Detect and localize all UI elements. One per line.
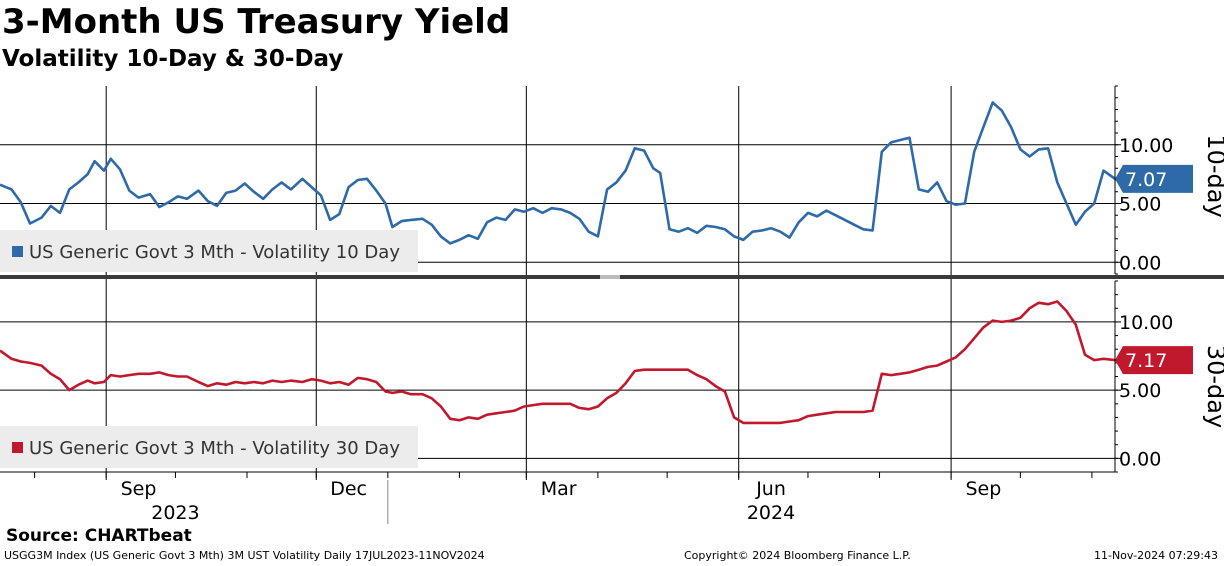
copyright: Copyright© 2024 Bloomberg Finance L.P. xyxy=(684,549,911,562)
source-note: Source: CHARTbeat xyxy=(6,526,192,546)
last-value-tag-1: 7.07 xyxy=(1115,164,1193,193)
y-tick-label-1-1: 0.00 xyxy=(1119,252,1161,274)
legend-swatch-1 xyxy=(12,246,23,257)
last-value-badge-2 xyxy=(1115,346,1193,375)
x-tick-label-5: Sep xyxy=(966,478,1002,500)
x-tick-label-3: Mar xyxy=(541,478,577,500)
panel-10-day: 0.00 5.00 10.00 7.07 US Generic Govt 3 Mth -… xyxy=(0,85,1224,275)
last-value-label-2: 7.17 xyxy=(1125,350,1167,372)
y-axis-title-2: 30-day xyxy=(1202,345,1224,428)
legend-label-1: US Generic Govt 3 Mth - Volatility 10 Da… xyxy=(29,242,400,263)
legend-1: US Generic Govt 3 Mth - Volatility 10 Da… xyxy=(0,230,418,272)
last-value-tag-2: 7.17 xyxy=(1115,346,1193,375)
chart-title: 3-Month US Treasury Yield xyxy=(2,2,511,42)
last-value-label-1: 7.07 xyxy=(1125,169,1167,191)
series-line-1 xyxy=(0,101,1116,245)
series-line-2 xyxy=(0,300,1116,425)
y-tick-label-2-3: 10.00 xyxy=(1119,312,1173,334)
y-tick-label-1-2: 5.00 xyxy=(1119,194,1161,216)
legend-2: US Generic Govt 3 Mth - Volatility 30 Da… xyxy=(0,426,418,468)
last-value-badge-1 xyxy=(1115,164,1193,193)
x-year-label-1: 2023 xyxy=(151,502,199,524)
legend-background-1 xyxy=(0,230,418,272)
index-info: USGG3M Index (US Generic Govt 3 Mth) 3M … xyxy=(4,549,485,562)
x-tick-label-2: Dec xyxy=(330,478,367,500)
legend-label-2: US Generic Govt 3 Mth - Volatility 30 Da… xyxy=(29,438,400,459)
timestamp: 11-Nov-2024 07:29:43 xyxy=(1093,549,1218,562)
panel-30-day: 0.00 5.00 10.00 7.17 US Generic Govt 3 Mth -… xyxy=(0,280,1224,473)
y-tick-label-2-1: 0.00 xyxy=(1119,448,1161,470)
x-tick-label-4: Jun xyxy=(755,478,786,500)
legend-swatch-2 xyxy=(12,442,23,453)
y-tick-label-1-3: 10.00 xyxy=(1119,135,1173,157)
grid-layer xyxy=(105,86,952,480)
chart-subtitle: Volatility 10-Day & 30-Day xyxy=(2,46,344,72)
x-year-label-2: 2024 xyxy=(747,502,795,524)
y-axis-title-1: 10-day xyxy=(1202,134,1224,217)
legend-background-2 xyxy=(0,426,418,468)
y-tick-label-2-2: 5.00 xyxy=(1119,380,1161,402)
x-tick-label-1: Sep xyxy=(121,478,157,500)
panel-splitter-handle xyxy=(600,275,620,279)
